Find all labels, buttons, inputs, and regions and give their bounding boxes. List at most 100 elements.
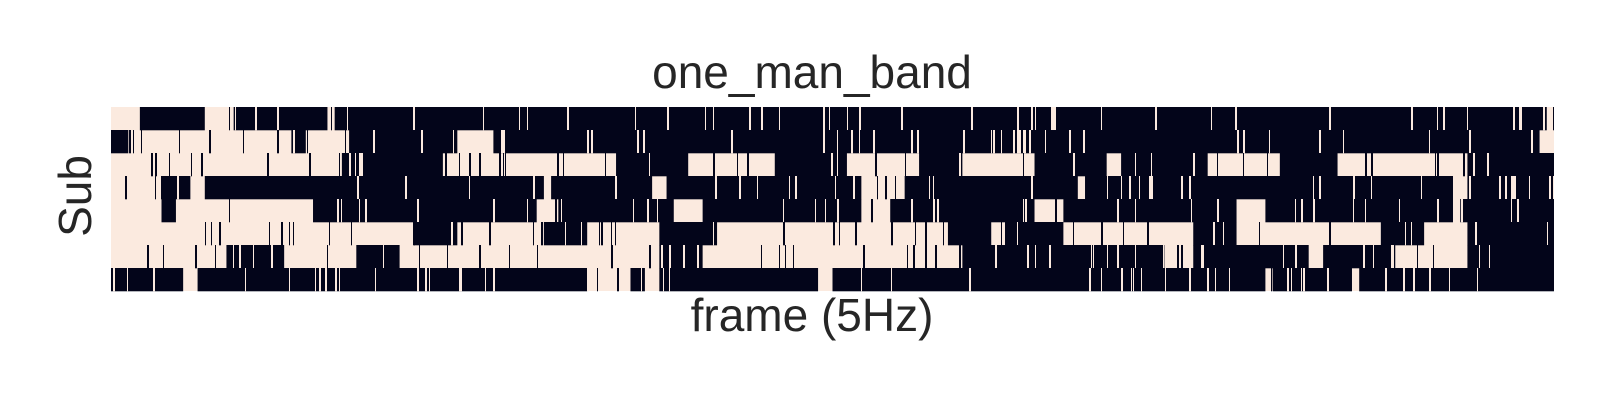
heatmap-cell-tick	[891, 222, 893, 245]
heatmap-cell-tick	[269, 222, 270, 245]
heatmap-cell-gap	[933, 176, 934, 199]
heatmap-cell-gap	[1513, 107, 1515, 130]
heatmap-cell-gap	[815, 199, 816, 222]
heatmap-span-r2-1	[111, 130, 128, 153]
heatmap-cell-tick	[201, 153, 203, 176]
heatmap-cell-gap	[587, 268, 589, 291]
heatmap-cell-gap	[739, 176, 741, 199]
heatmap-cell-gap	[127, 268, 128, 291]
heatmap-span-r7-1	[226, 245, 284, 268]
heatmap-cell-gap	[663, 268, 664, 291]
heatmap-cell-gap	[1487, 153, 1489, 176]
heatmap-cell-gap	[783, 199, 784, 222]
heatmap-cell-gap	[667, 107, 669, 130]
heatmap-cell-tick	[307, 130, 308, 153]
heatmap-cell-gap	[587, 130, 589, 153]
heatmap-cell-gap	[365, 199, 367, 222]
heatmap-span-r4-6	[1085, 176, 1453, 199]
heatmap-cell-gap	[527, 107, 528, 130]
heatmap-cell-gap	[1443, 107, 1445, 130]
heatmap-cell-gap	[1549, 176, 1551, 199]
heatmap-cell-gap	[1291, 268, 1292, 291]
heatmap-cell-tick	[161, 176, 163, 199]
heatmap-span-r4-5	[905, 176, 1078, 199]
heatmap-span-r4-1	[162, 176, 191, 199]
heatmap-cell-gap	[359, 199, 360, 222]
heatmap-cell-gap	[1025, 130, 1026, 153]
heatmap-cell-gap	[1467, 107, 1468, 130]
heatmap-span-r5-2	[313, 199, 537, 222]
heatmap-cell-tick	[601, 222, 603, 245]
heatmap-cell-gap	[1511, 199, 1512, 222]
heatmap-cell-gap	[1053, 107, 1055, 130]
heatmap-cell-tick	[1435, 153, 1436, 176]
heatmap-cell-gap	[1399, 199, 1400, 222]
heatmap-cell-tick	[267, 153, 269, 176]
heatmap-cell-gap	[1319, 176, 1321, 199]
heatmap-cell-gap	[1429, 268, 1431, 291]
heatmap-cell-tick	[147, 245, 149, 268]
heatmap-cell-gap	[1193, 153, 1195, 176]
heatmap-cell-gap	[1027, 245, 1029, 268]
heatmap-span-r2-4	[493, 130, 1539, 153]
heatmap-cell-gap	[1139, 176, 1140, 199]
heatmap-cell-gap	[1511, 176, 1513, 199]
heatmap-cell-tick	[191, 153, 192, 176]
heatmap-cell-tick	[509, 245, 510, 268]
heatmap-cell-gap	[1069, 130, 1071, 153]
heatmap-cell-gap	[429, 268, 430, 291]
heatmap-cell-tick	[129, 130, 131, 153]
heatmap-cell-gap	[715, 176, 717, 199]
heatmap-span-r3-3	[775, 153, 847, 176]
heatmap-cell-gap	[891, 268, 892, 291]
heatmap-cell-gap	[1189, 176, 1191, 199]
heatmap-cell-gap	[1531, 130, 1533, 153]
heatmap-cell-tick	[479, 245, 481, 268]
heatmap-cell-gap	[829, 107, 830, 130]
heatmap-span-r5-7	[1265, 199, 1453, 222]
heatmap-cell-gap	[901, 107, 903, 130]
heatmap-cell-gap	[831, 153, 833, 176]
heatmap-cell-gap	[959, 153, 961, 176]
heatmap-cell-tick	[649, 245, 651, 268]
heatmap-cell-gap	[643, 130, 645, 153]
heatmap-cell-tick	[779, 245, 780, 268]
heatmap-cell-tick	[925, 245, 927, 268]
heatmap-cell-gap	[1329, 107, 1331, 130]
heatmap-span-r7-7	[1467, 245, 1554, 268]
heatmap-cell-gap	[853, 176, 855, 199]
heatmap-cell-gap	[647, 199, 649, 222]
heatmap-cell-tick	[155, 153, 157, 176]
heatmap-cell-gap	[1515, 176, 1516, 199]
heatmap-cell-tick	[1267, 153, 1268, 176]
heatmap-cell-gap	[1051, 107, 1053, 130]
heatmap-cell-gap	[1117, 199, 1119, 222]
heatmap-span-r2-3	[349, 130, 457, 153]
heatmap-cell-gap	[405, 176, 407, 199]
heatmap-cell-gap	[1017, 107, 1019, 130]
heatmap-cell-tick	[597, 268, 598, 291]
heatmap-cell-gap	[837, 199, 839, 222]
heatmap-cell-gap	[271, 245, 273, 268]
heatmap-span-r5-1	[162, 199, 176, 222]
heatmap-cell-gap	[825, 199, 826, 222]
heatmap-cell-gap	[1149, 176, 1151, 199]
heatmap-cell-gap	[1189, 268, 1191, 291]
heatmap-cell-gap	[1055, 107, 1056, 130]
heatmap-cell-gap	[459, 268, 461, 291]
heatmap-span-r5-6	[1063, 199, 1236, 222]
heatmap-cell-gap	[417, 199, 419, 222]
heatmap-cell-gap	[591, 130, 593, 153]
heatmap-cell-gap	[519, 107, 520, 130]
heatmap-cell-gap	[503, 130, 505, 153]
heatmap-cell-gap	[1553, 176, 1554, 199]
heatmap-cell-gap	[1469, 176, 1471, 199]
heatmap-cell-gap	[1513, 176, 1515, 199]
heatmap-cell-gap	[319, 268, 321, 291]
heatmap-cell-gap	[1469, 130, 1471, 153]
heatmap-span-r8-2	[198, 268, 588, 291]
heatmap-cell-tick	[205, 222, 206, 245]
heatmap-cell-tick	[479, 153, 481, 176]
heatmap-cell-gap	[153, 268, 155, 291]
